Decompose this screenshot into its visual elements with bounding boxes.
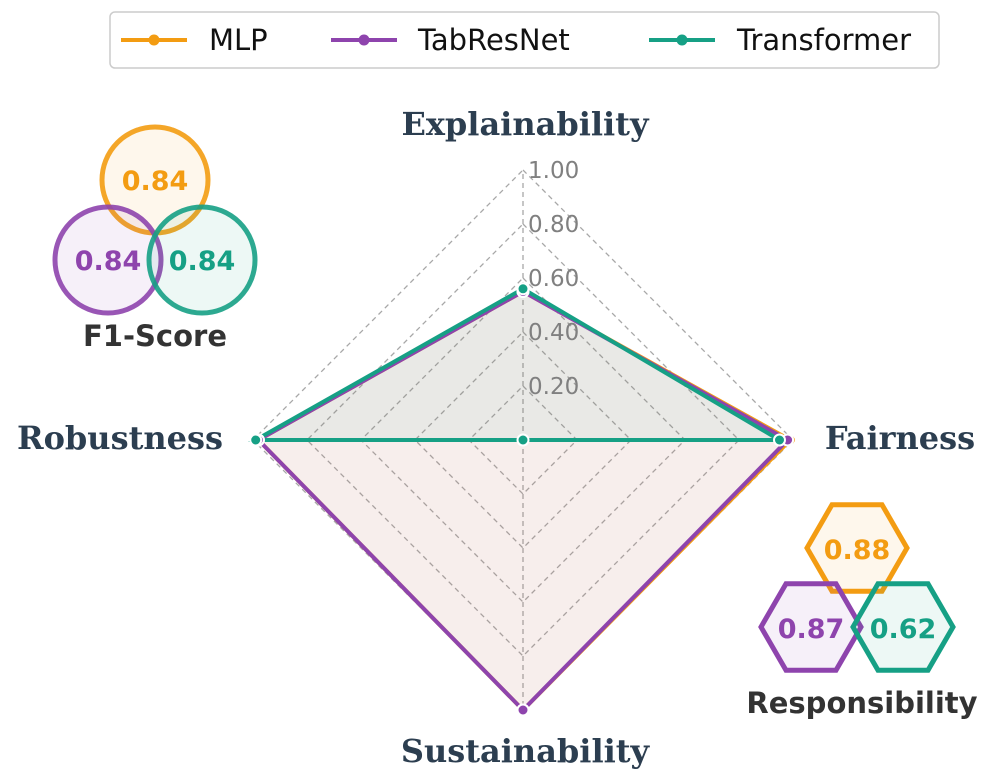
- responsibility-title: Responsibility: [746, 686, 977, 720]
- axis-label-fairness: Fairness: [825, 419, 975, 457]
- legend-frame: [109, 11, 940, 69]
- legend-marker-tabresnet: [358, 34, 370, 46]
- radar-series: [248, 282, 797, 717]
- resp-hex-mlp: 0.88: [804, 502, 910, 594]
- point-transformer-explainability: [516, 282, 530, 296]
- f1-value-transformer: 0.84: [169, 246, 236, 277]
- grid-ring-5: [252, 169, 794, 711]
- legend-label-transformer: Transformer: [736, 23, 911, 57]
- f1-circle-tabresnet: 0.84: [52, 204, 164, 316]
- f1-score-title: F1-Score: [83, 319, 227, 353]
- resp-hex-transformer: 0.62: [850, 581, 956, 673]
- resp-value-mlp: 0.88: [824, 535, 891, 566]
- resp-value-transformer: 0.62: [870, 614, 937, 645]
- point-tabresnet-sustainability: [516, 703, 530, 717]
- legend: MLP TabResNet Transformer: [109, 11, 940, 69]
- series-fill-transformer: [255, 288, 780, 440]
- series-fill-tabresnet: [258, 291, 788, 710]
- point-transformer-sustainability: [516, 433, 530, 447]
- axis-label-sustainability: Sustainability: [401, 732, 651, 770]
- radial-ticks: 0.20 0.40 0.60 0.80 1.00: [528, 158, 579, 400]
- point-transformer-fairness: [773, 433, 786, 447]
- f1-value-mlp: 0.84: [122, 166, 189, 197]
- series-fill-mlp: [258, 291, 791, 710]
- grid-ring-1: [468, 385, 578, 495]
- axis-label-robustness: Robustness: [17, 419, 223, 457]
- resp-hex-tabresnet: 0.87: [758, 581, 864, 673]
- f1-circle-transformer: 0.84: [146, 204, 258, 316]
- tick-label-3: 0.60: [528, 266, 579, 292]
- responsibility-badge: 0.88 0.87 0.62 Responsibility: [746, 502, 978, 720]
- f1-score-badge: 0.84 0.84 0.84 F1-Score: [52, 124, 258, 353]
- f1-value-tabresnet: 0.84: [75, 246, 142, 277]
- legend-marker-mlp: [148, 34, 160, 46]
- tick-label-4: 0.80: [528, 212, 579, 238]
- grid-ring-2: [414, 331, 632, 549]
- point-transformer-robustness: [249, 433, 263, 447]
- legend-label-mlp: MLP: [209, 23, 268, 57]
- tick-label-5: 1.00: [528, 158, 579, 184]
- tick-label-2: 0.40: [528, 320, 579, 346]
- legend-label-tabresnet: TabResNet: [417, 23, 570, 57]
- resp-value-tabresnet: 0.87: [778, 614, 845, 645]
- tick-label-1: 0.20: [528, 374, 579, 400]
- axis-label-explainability: Explainability: [401, 105, 650, 143]
- legend-marker-transformer: [676, 34, 688, 46]
